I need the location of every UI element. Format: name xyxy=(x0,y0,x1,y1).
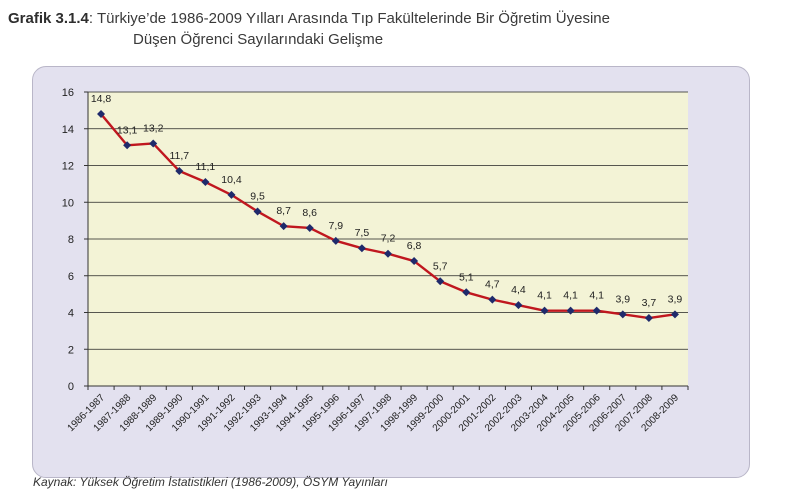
data-point xyxy=(175,167,184,176)
data-label: 3,7 xyxy=(642,297,657,309)
data-label: 4,1 xyxy=(537,290,552,302)
data-label: 11,1 xyxy=(196,161,216,173)
data-label: 11,7 xyxy=(169,150,189,162)
y-tick-label: 10 xyxy=(62,197,74,209)
data-point xyxy=(227,190,236,199)
data-point xyxy=(436,277,445,286)
data-point xyxy=(514,301,523,310)
data-point xyxy=(279,222,288,231)
figure-caption: Grafik 3.1.4: Türkiye’de 1986-2009 Yılla… xyxy=(8,8,778,50)
data-point xyxy=(201,178,210,187)
data-label: 7,9 xyxy=(329,220,344,232)
data-point xyxy=(305,223,314,232)
data-point xyxy=(331,236,340,245)
y-tick-label: 16 xyxy=(62,87,74,99)
data-label: 4,1 xyxy=(563,290,578,302)
data-label: 3,9 xyxy=(615,293,630,305)
data-point xyxy=(566,306,575,315)
data-point xyxy=(253,207,262,216)
y-tick-label: 4 xyxy=(68,308,74,320)
data-point xyxy=(384,249,392,258)
data-point xyxy=(644,314,653,323)
data-point xyxy=(123,141,132,150)
data-label: 8,7 xyxy=(276,205,291,217)
data-label: 13,2 xyxy=(143,122,164,134)
data-point xyxy=(97,110,106,119)
data-point xyxy=(410,257,419,266)
data-label: 10,4 xyxy=(221,174,242,186)
y-tick-label: 12 xyxy=(62,161,74,173)
data-label: 5,1 xyxy=(459,271,474,283)
data-label: 5,7 xyxy=(433,260,448,272)
data-point xyxy=(540,306,549,315)
data-label: 4,7 xyxy=(485,279,500,291)
y-tick-label: 14 xyxy=(62,124,74,136)
data-point xyxy=(618,310,627,319)
data-point xyxy=(670,310,679,319)
data-point xyxy=(149,139,158,148)
data-label: 9,5 xyxy=(250,190,265,202)
data-label: 6,8 xyxy=(407,240,422,252)
y-tick-label: 2 xyxy=(68,344,74,356)
source-note: Kaynak: Yüksek Öğretim İstatistikleri (1… xyxy=(33,475,388,489)
data-label: 13,1 xyxy=(117,124,138,136)
data-point xyxy=(357,244,366,253)
y-tick-label: 8 xyxy=(68,234,74,246)
data-label: 7,2 xyxy=(381,233,396,245)
data-point xyxy=(488,295,497,304)
data-label: 4,4 xyxy=(511,284,526,296)
caption-line1: : Türkiye’de 1986-2009 Yılları Arasında … xyxy=(88,10,610,27)
data-label: 14,8 xyxy=(91,93,112,105)
data-label: 8,6 xyxy=(302,207,317,219)
y-tick-label: 0 xyxy=(68,381,74,393)
data-point xyxy=(592,306,601,315)
data-label: 3,9 xyxy=(668,293,683,305)
caption-label: Grafik 3.1.4 xyxy=(8,10,89,27)
y-tick-label: 6 xyxy=(68,271,74,283)
data-label: 4,1 xyxy=(589,290,604,302)
data-point xyxy=(462,288,471,297)
caption-line2: Düşen Öğrenci Sayılarındaki Gelişme xyxy=(133,31,384,48)
data-label: 7,5 xyxy=(355,227,370,239)
